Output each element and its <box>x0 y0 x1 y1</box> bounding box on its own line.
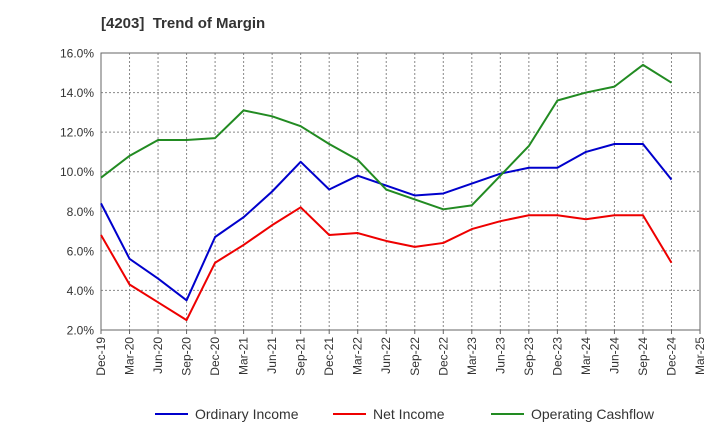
legend-label: Ordinary Income <box>195 406 299 422</box>
x-tick-label: Dec-19 <box>94 337 108 376</box>
x-tick-label: Dec-24 <box>664 337 678 376</box>
x-tick-label: Jun-24 <box>607 337 621 374</box>
x-tick-label: Dec-20 <box>208 337 222 376</box>
legend-label: Operating Cashflow <box>531 406 655 422</box>
x-tick-label: Sep-23 <box>522 337 536 376</box>
series-line <box>100 143 673 302</box>
x-tick-label: Sep-20 <box>180 337 194 376</box>
y-tick-label: 6.0% <box>67 244 95 258</box>
x-tick-label: Mar-25 <box>693 337 707 375</box>
y-tick-label: 10.0% <box>60 165 94 179</box>
x-tick-label: Sep-21 <box>294 337 308 376</box>
x-tick-label: Sep-24 <box>636 337 650 376</box>
y-tick-label: 12.0% <box>60 126 94 140</box>
y-tick-label: 4.0% <box>67 284 95 298</box>
series-line <box>100 206 673 322</box>
y-tick-label: 14.0% <box>60 86 94 100</box>
x-tick-label: Jun-21 <box>265 337 279 374</box>
legend-label: Net Income <box>373 406 445 422</box>
x-tick-label: Jun-20 <box>151 337 165 374</box>
x-tick-label: Mar-24 <box>579 337 593 375</box>
x-tick-label: Mar-23 <box>465 337 479 375</box>
x-tick-label: Jun-23 <box>493 337 507 374</box>
x-tick-label: Dec-23 <box>550 337 564 376</box>
x-tick-label: Mar-21 <box>237 337 251 375</box>
x-tick-label: Mar-20 <box>123 337 137 375</box>
y-tick-label: 8.0% <box>67 205 95 219</box>
y-tick-label: 16.0% <box>60 47 94 61</box>
series-line <box>100 63 673 211</box>
x-tick-label: Dec-21 <box>322 337 336 376</box>
x-tick-label: Dec-22 <box>436 337 450 376</box>
x-tick-label: Sep-22 <box>408 337 422 376</box>
plot-frame <box>100 52 701 331</box>
y-tick-label: 2.0% <box>67 324 95 338</box>
x-tick-label: Mar-22 <box>351 337 365 375</box>
x-tick-label: Jun-22 <box>379 337 393 374</box>
chart-title: [4203] Trend of Margin <box>101 15 266 32</box>
